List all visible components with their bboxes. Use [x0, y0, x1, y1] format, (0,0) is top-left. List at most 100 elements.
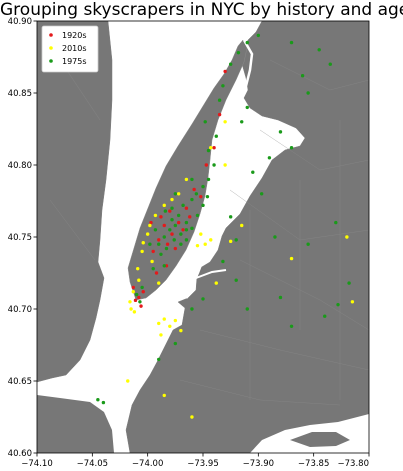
data-point-1975s-71 — [184, 228, 189, 232]
map-harlem-river — [230, 39, 254, 119]
data-point-2010s-1 — [141, 241, 145, 245]
data-point-1920s-1 — [170, 232, 174, 236]
data-point-1975s-68 — [157, 357, 161, 362]
data-point-1975s-22 — [138, 300, 142, 304]
data-point-2010s-30 — [223, 163, 227, 167]
data-point-1975s-1 — [173, 223, 178, 228]
data-point-2010s-14 — [199, 232, 203, 236]
data-point-1975s-40 — [289, 40, 294, 45]
data-point-1920s-0 — [162, 223, 166, 228]
data-point-1920s-17 — [199, 194, 203, 199]
data-point-1920s-4 — [165, 242, 170, 246]
data-point-1920s-25 — [223, 69, 227, 74]
data-point-1975s-28 — [201, 203, 205, 208]
data-point-1975s-30 — [212, 163, 216, 167]
data-point-1975s-4 — [170, 218, 174, 222]
data-point-2010s-8 — [131, 290, 135, 294]
data-point-1975s-34 — [217, 98, 222, 102]
x-tick-label: −73.90 — [243, 459, 274, 469]
x-axis: −74.10 −74.05 −74.00 −73.95 −73.90 −73.85 −73.… — [21, 453, 370, 469]
data-point-1975s-49 — [245, 105, 249, 110]
data-point-2010s-35 — [170, 197, 174, 202]
data-point-2010s-13 — [209, 238, 213, 242]
data-point-1975s-14 — [170, 206, 174, 210]
data-point-1975s-38 — [245, 40, 249, 45]
data-point-1975s-55 — [306, 242, 310, 246]
data-point-2010s-15 — [195, 243, 200, 248]
data-point-2010s-20 — [159, 333, 163, 337]
data-point-1975s-18 — [162, 264, 166, 268]
data-point-1975s-15 — [163, 209, 168, 213]
data-point-2010s-25 — [289, 256, 294, 261]
x-tick-label: −73.80 — [338, 459, 369, 469]
chart-title: Grouping skyscrapers in NYC by history a… — [0, 0, 403, 20]
data-point-1975s-7 — [181, 203, 185, 208]
data-point-1920s-5 — [181, 228, 185, 232]
data-point-2010s-36 — [137, 278, 141, 282]
map-inlet — [195, 269, 227, 279]
legend-label-2010s: 2010s — [62, 44, 87, 53]
data-point-2010s-37 — [157, 281, 161, 285]
data-point-1975s-17 — [159, 252, 163, 256]
legend-marker-1975s — [49, 59, 53, 63]
data-point-1975s-43 — [317, 48, 321, 52]
x-tick-label: −74.05 — [77, 459, 108, 469]
data-point-2010s-17 — [162, 317, 166, 321]
series-2010s — [126, 120, 355, 419]
x-tick-label: −73.95 — [187, 459, 218, 469]
data-point-1920s-8 — [141, 290, 145, 294]
data-point-1975s-56 — [334, 220, 338, 225]
data-point-1975s-19 — [151, 266, 155, 271]
data-point-2010s-32 — [223, 120, 227, 124]
data-point-1975s-13 — [173, 192, 178, 196]
data-point-1975s-29 — [205, 194, 210, 199]
data-point-1975s-61 — [278, 295, 283, 300]
data-point-1975s-39 — [256, 33, 261, 38]
data-point-1975s-0 — [168, 228, 172, 232]
data-point-1975s-16 — [157, 242, 161, 246]
data-point-2010s-5 — [162, 203, 166, 208]
data-point-1920s-2 — [157, 238, 161, 242]
data-point-2010s-6 — [150, 259, 154, 264]
data-point-1975s-69 — [101, 400, 106, 405]
data-point-1920s-20 — [139, 304, 143, 308]
data-point-1975s-5 — [176, 213, 181, 218]
data-point-2010s-22 — [214, 281, 218, 285]
legend-label-1975s: 1975s — [62, 57, 87, 66]
data-point-2010s-11 — [132, 310, 137, 314]
y-axis: 40.60 40.65 40.70 40.75 40.80 40.85 40.90 — [8, 17, 37, 459]
map-street-lines — [49, 59, 369, 406]
y-tick-label: 40.85 — [8, 89, 32, 99]
data-point-1975s-51 — [259, 192, 264, 196]
data-point-2010s-28 — [162, 393, 166, 398]
data-point-1975s-48 — [240, 120, 244, 124]
data-point-1975s-23 — [153, 228, 158, 232]
data-point-2010s-27 — [350, 300, 355, 304]
data-point-1975s-65 — [201, 297, 205, 301]
y-tick-label: 40.65 — [8, 377, 32, 387]
data-point-1975s-6 — [184, 220, 189, 225]
data-point-1975s-74 — [172, 238, 176, 242]
data-point-2010s-26 — [345, 235, 349, 239]
data-point-1975s-66 — [190, 307, 194, 311]
data-point-1920s-3 — [176, 220, 181, 225]
data-point-2010s-23 — [228, 239, 233, 244]
data-point-2010s-4 — [140, 249, 144, 254]
y-tick-label: 40.90 — [8, 17, 32, 27]
data-point-2010s-7 — [136, 266, 140, 271]
series-1975s — [96, 33, 351, 405]
data-point-1975s-44 — [328, 62, 332, 66]
data-point-1975s-47 — [267, 156, 272, 160]
data-point-1920s-10 — [159, 215, 163, 219]
x-tick-label: −74.00 — [132, 459, 163, 469]
data-point-1920s-24 — [217, 112, 222, 117]
data-point-1975s-64 — [221, 259, 225, 264]
data-point-2010s-10 — [129, 307, 133, 311]
data-point-2010s-29 — [126, 379, 130, 383]
data-point-1975s-12 — [190, 177, 194, 182]
map-land-new-jersey — [37, 21, 113, 383]
points-layer — [96, 33, 355, 419]
data-point-1975s-46 — [289, 146, 294, 150]
data-point-1975s-27 — [195, 213, 200, 218]
